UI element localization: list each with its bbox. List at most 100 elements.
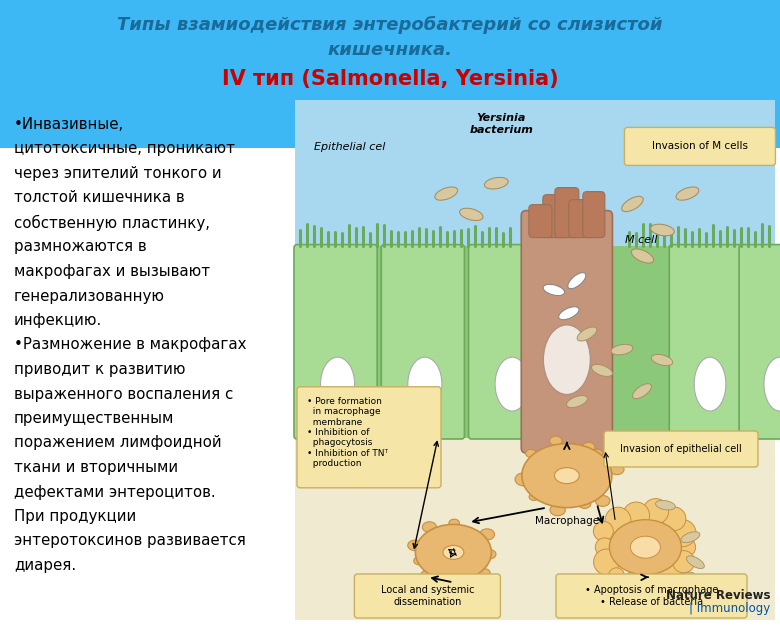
Text: Epithelial cel: Epithelial cel [314,142,385,152]
Ellipse shape [550,436,562,445]
Bar [295,438,775,620]
Ellipse shape [595,495,610,507]
Ellipse shape [529,493,539,500]
Circle shape [672,551,695,573]
Ellipse shape [321,357,355,411]
Ellipse shape [610,464,624,474]
Ellipse shape [484,178,508,189]
Circle shape [608,568,625,584]
Text: дефектами энтероцитов.: дефектами энтероцитов. [14,484,215,500]
Ellipse shape [686,556,704,568]
Ellipse shape [591,364,612,376]
Ellipse shape [522,444,612,508]
FancyBboxPatch shape [294,244,378,439]
Ellipse shape [543,284,565,295]
Ellipse shape [413,557,424,564]
Circle shape [658,559,686,587]
Text: • Apoptosis of macrophage
• Release of bacteria: • Apoptosis of macrophage • Release of b… [585,585,718,607]
Ellipse shape [422,522,437,532]
Text: ткани и вторичными: ткани и вторичными [14,460,178,475]
Text: генерализованную: генерализованную [14,289,165,304]
FancyBboxPatch shape [604,431,758,467]
FancyBboxPatch shape [569,200,597,238]
Text: M cell: M cell [626,236,658,246]
Ellipse shape [459,209,483,220]
Ellipse shape [449,519,459,527]
Ellipse shape [592,449,603,457]
Text: •Размножение в макрофагах: •Размножение в макрофагах [14,338,246,353]
Bar [295,246,775,438]
Text: цитотоксичные, проникают: цитотоксичные, проникают [14,142,235,156]
Ellipse shape [479,569,490,577]
Text: Local and systemic
dissemination: Local and systemic dissemination [381,585,474,607]
Ellipse shape [630,536,661,558]
Text: преимущественным: преимущественным [14,411,175,426]
Ellipse shape [676,187,699,200]
Ellipse shape [622,197,644,212]
Circle shape [646,571,663,588]
FancyBboxPatch shape [739,244,780,439]
FancyBboxPatch shape [669,244,746,439]
Text: энтеротоксинов развивается: энтеротоксинов развивается [14,534,246,549]
Text: кишечника.: кишечника. [328,41,452,59]
Ellipse shape [408,540,422,551]
Ellipse shape [434,187,458,200]
Ellipse shape [416,524,491,580]
Text: размножаются в: размножаются в [14,239,147,255]
Ellipse shape [579,499,590,508]
Circle shape [625,570,646,592]
Bar [295,100,775,620]
Circle shape [594,549,619,575]
Text: Yersinia
bacterium: Yersinia bacterium [470,113,534,135]
FancyBboxPatch shape [543,195,569,238]
FancyBboxPatch shape [297,387,441,488]
Circle shape [605,507,631,533]
Ellipse shape [633,384,651,399]
Ellipse shape [631,249,654,263]
Ellipse shape [568,273,586,289]
Ellipse shape [555,467,580,484]
Text: Invasion of epithelial cell: Invasion of epithelial cell [620,444,742,454]
Ellipse shape [443,546,464,559]
Ellipse shape [609,520,682,575]
FancyBboxPatch shape [354,574,501,618]
Ellipse shape [577,327,597,341]
FancyBboxPatch shape [625,127,775,166]
Circle shape [623,502,650,529]
FancyBboxPatch shape [556,574,747,618]
Circle shape [669,520,696,547]
Text: • Pore formation
  in macrophage
  membrane
• Inhibition of
  phagocytosis
• Inh: • Pore formation in macrophage membrane … [307,397,388,468]
Ellipse shape [651,224,674,236]
Text: поражением лимфоидной: поражением лимфоидной [14,435,222,450]
Ellipse shape [694,357,726,411]
Text: макрофагах и вызывают: макрофагах и вызывают [14,264,210,279]
FancyBboxPatch shape [521,210,612,453]
Circle shape [595,538,614,556]
Bar [295,100,775,345]
Circle shape [662,507,686,530]
Ellipse shape [550,504,566,516]
Text: | Immunology: | Immunology [689,602,770,615]
FancyBboxPatch shape [555,188,579,238]
Ellipse shape [544,325,590,394]
Text: инфекцию.: инфекцию. [14,313,102,328]
Text: Macrophage: Macrophage [535,515,599,525]
Bar [0,0,780,148]
Ellipse shape [526,449,536,457]
Ellipse shape [456,579,466,588]
Ellipse shape [408,357,442,411]
Text: Типы взамиодействия энтеробактерий со слизистой: Типы взамиодействия энтеробактерий со сл… [117,16,663,34]
Text: Nature Reviews: Nature Reviews [665,589,770,602]
Ellipse shape [681,532,700,542]
Text: собственную пластинку,: собственную пластинку, [14,215,210,231]
Text: диарея.: диарея. [14,558,76,573]
Ellipse shape [566,396,587,408]
Text: Invasion of M cells: Invasion of M cells [652,141,748,151]
Ellipse shape [675,572,695,582]
Text: IV тип (Salmonella, Yersinia): IV тип (Salmonella, Yersinia) [222,69,558,89]
FancyBboxPatch shape [469,244,551,439]
FancyBboxPatch shape [583,192,604,238]
Text: При продукции: При продукции [14,509,136,524]
Ellipse shape [655,500,675,510]
Ellipse shape [583,442,595,452]
